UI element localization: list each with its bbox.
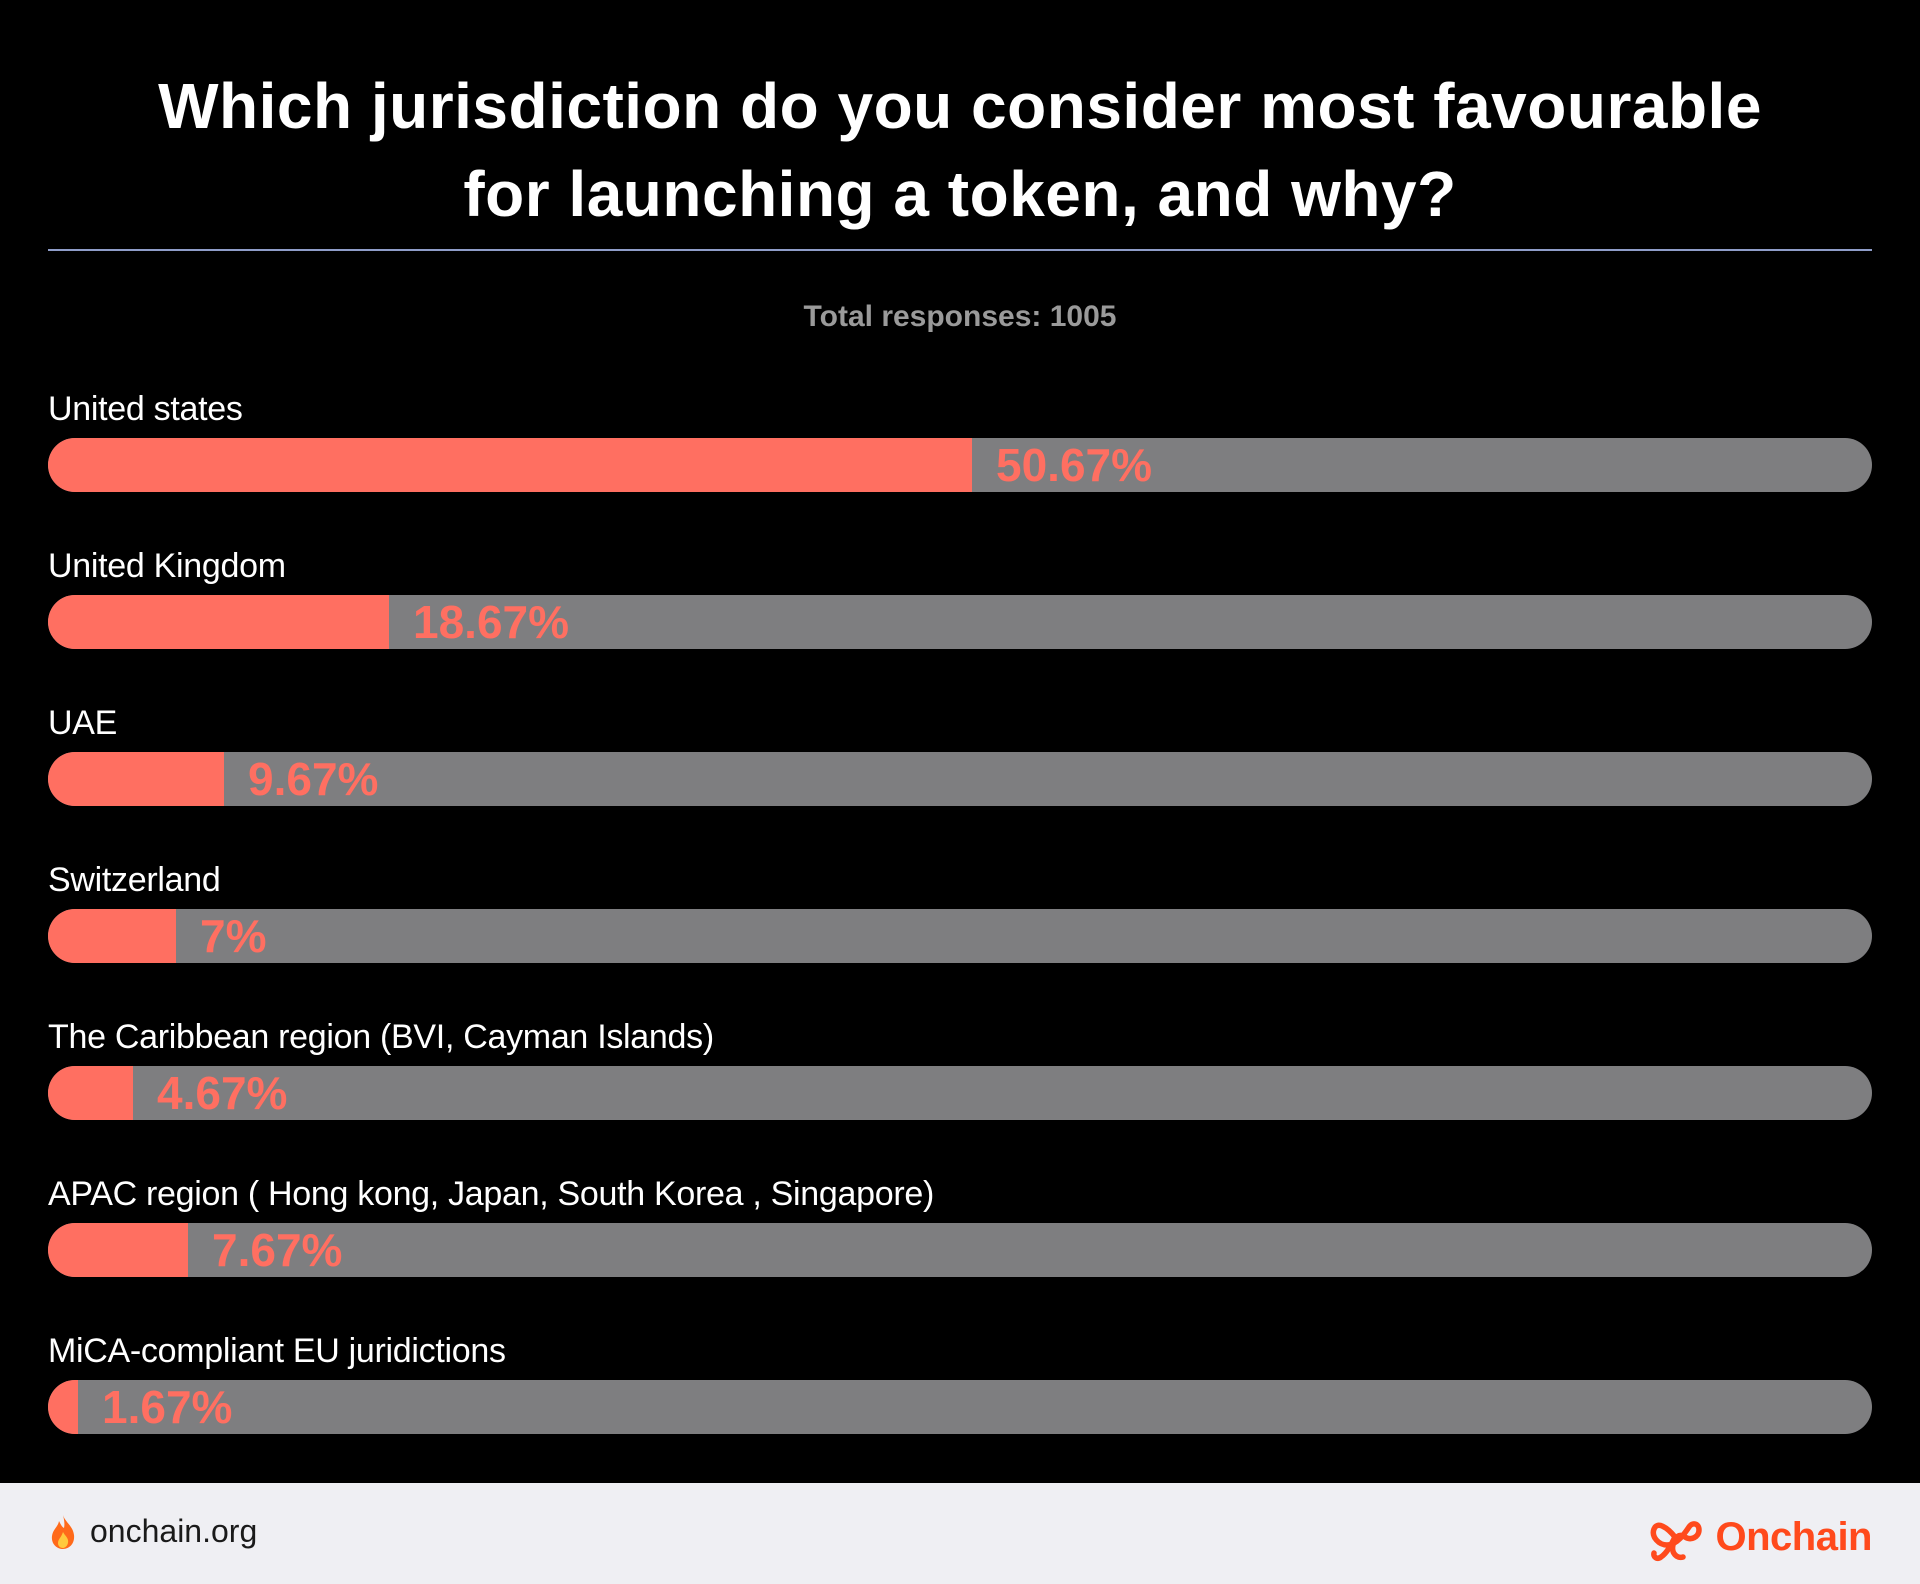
total-responses: Total responses: 1005 [803,300,1117,333]
category-label: The Caribbean region (BVI, Cayman Island… [48,1018,714,1056]
bar-fill [48,1223,188,1277]
bar-fill [48,595,389,649]
footer-site: onchain.org [48,1513,257,1550]
chart-title-line-1: Which jurisdiction do you consider most … [158,70,1762,142]
bar-fill [48,438,972,492]
bar-track: 1.67% [48,1380,1872,1434]
value-label: 18.67% [413,596,570,648]
bar-row: UAE 9.67% [48,694,1872,814]
category-label: United Kingdom [48,547,286,585]
poster: Which jurisdiction do you consider most … [48,62,1872,1440]
site-url: onchain.org [90,1513,258,1549]
bar-track: 9.67% [48,752,1872,806]
flame-icon [48,1514,78,1550]
bar-row: United states 50.67% [48,380,1872,500]
bar-row: Switzerland 7% [48,851,1872,971]
chart-title-line-2: for launching a token, and why? [463,158,1457,230]
bar-fill [48,909,176,963]
bar-fill [48,1380,78,1434]
bar-row: The Caribbean region (BVI, Cayman Island… [48,1008,1872,1128]
value-label: 1.67% [102,1381,233,1433]
onchain-logo-icon [1645,1507,1705,1567]
category-label: APAC region ( Hong kong, Japan, South Ko… [48,1175,935,1213]
bar-fill [48,1066,133,1120]
bar-track: 50.67% [48,438,1872,492]
value-label: 9.67% [248,753,379,805]
category-label: MiCA-compliant EU juridictions [48,1332,506,1370]
bar-track: 18.67% [48,595,1872,649]
bar-track: 7.67% [48,1223,1872,1277]
bar-row: United Kingdom 18.67% [48,537,1872,657]
category-label: United states [48,390,243,428]
bar-chart: United states 50.67% United Kingdom 18.67% U… [48,380,1872,1440]
brand-name: Onchain [1715,1514,1872,1559]
footer-brand: Onchain [1645,1507,1872,1567]
value-label: 50.67% [996,439,1153,491]
category-label: UAE [48,704,118,742]
value-label: 7% [200,910,267,962]
bar-fill [48,752,224,806]
bar-track: 4.67% [48,1066,1872,1120]
value-label: 7.67% [212,1224,343,1276]
bar-row: MiCA-compliant EU juridictions 1.67% [48,1322,1872,1442]
bar-row: APAC region ( Hong kong, Japan, South Ko… [48,1165,1872,1285]
value-label: 4.67% [157,1067,288,1119]
title-divider [48,249,1872,251]
category-label: Switzerland [48,861,221,899]
bar-track: 7% [48,909,1872,963]
chart-title: Which jurisdiction do you consider most … [60,62,1860,238]
footer: onchain.org Onchain [0,1483,1920,1584]
